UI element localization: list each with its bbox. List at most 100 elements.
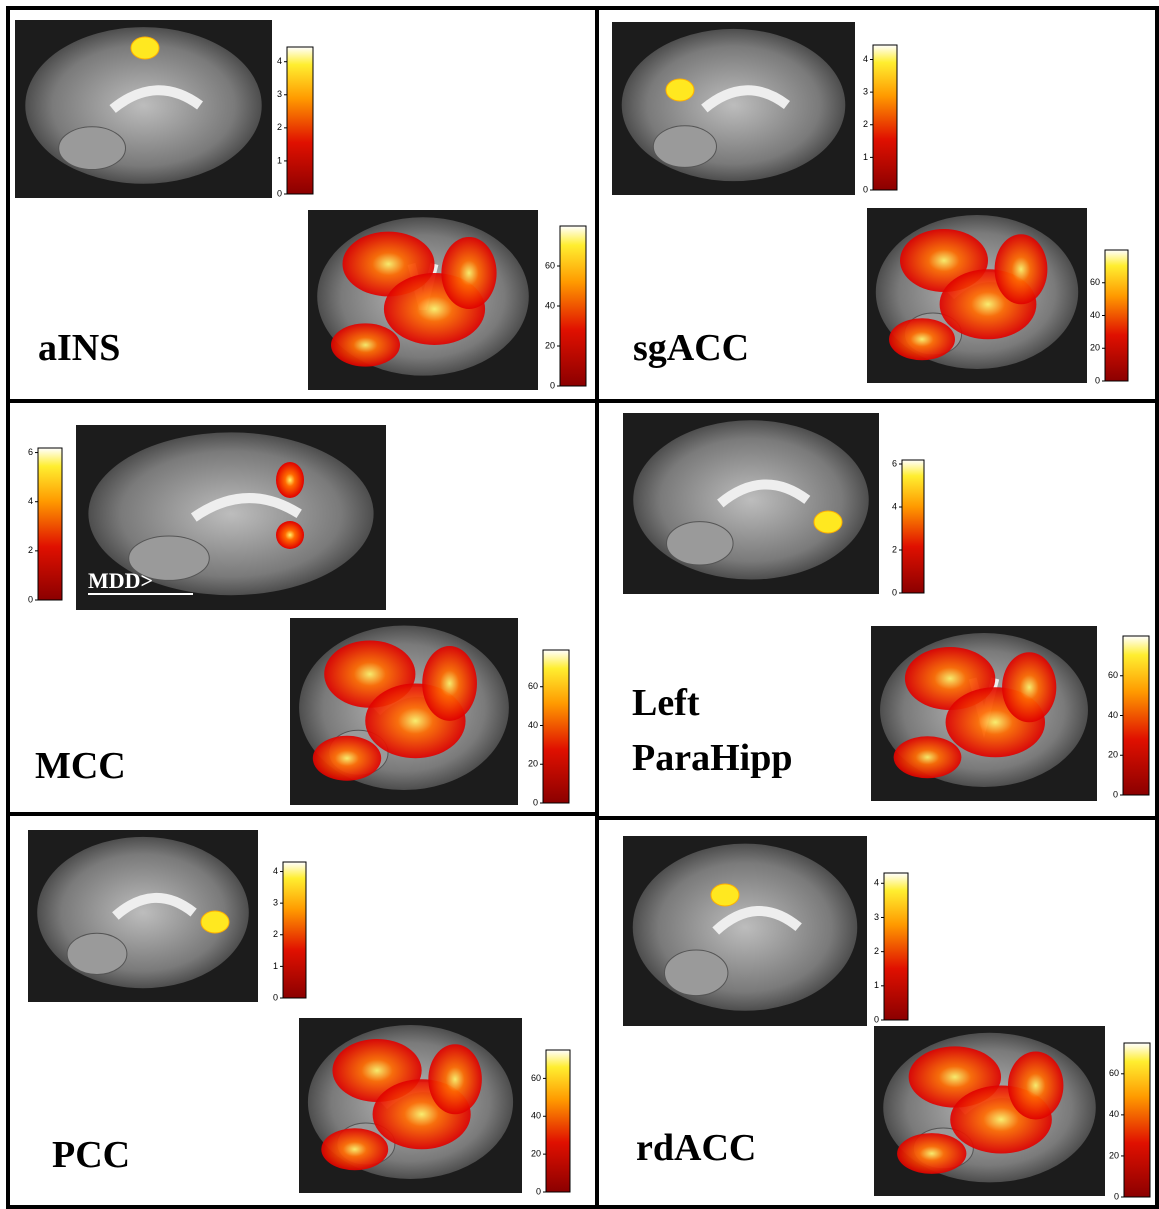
activation-map xyxy=(995,234,1048,304)
colorbar-tick-label: 1 xyxy=(273,961,278,971)
cerebellum xyxy=(664,950,727,996)
colorbar-tick-label: 60 xyxy=(545,260,555,270)
brain-slice xyxy=(633,844,857,1011)
colorbar-tick-label: 0 xyxy=(28,594,33,604)
region-label: MCC xyxy=(35,745,126,787)
colorbar-tick-label: 60 xyxy=(1109,1068,1119,1078)
activation-map xyxy=(889,318,955,360)
colorbar xyxy=(560,226,586,386)
activation xyxy=(131,37,159,59)
colorbar-tick-label: 4 xyxy=(863,54,868,64)
contrast-annotation: MDD> xyxy=(88,568,153,593)
colorbar-tick-label: 1 xyxy=(863,152,868,162)
colorbar-tick-label: 0 xyxy=(1114,1191,1119,1201)
colorbar-tick-label: 0 xyxy=(874,1014,879,1024)
activation xyxy=(711,884,739,906)
colorbar-tick-label: 20 xyxy=(545,340,555,350)
colorbar xyxy=(283,862,306,998)
colorbar-tick-label: 2 xyxy=(863,119,868,129)
colorbar xyxy=(38,448,62,600)
colorbar-tick-label: 2 xyxy=(273,929,278,939)
colorbar-tick-label: 20 xyxy=(531,1149,541,1159)
region-label: aINS xyxy=(38,327,120,369)
colorbar-tick-label: 40 xyxy=(1109,1109,1119,1119)
activation-map xyxy=(313,736,381,781)
activation-map xyxy=(331,323,400,366)
colorbar-tick-label: 60 xyxy=(1108,670,1118,680)
colorbar-tick-label: 60 xyxy=(531,1073,541,1083)
activation-map xyxy=(321,1128,388,1170)
colorbar-tick-label: 2 xyxy=(28,545,33,555)
activation-map xyxy=(897,1133,966,1174)
cerebellum xyxy=(653,126,716,168)
cerebellum xyxy=(67,933,127,974)
activation xyxy=(276,462,304,498)
colorbar-tick-label: 0 xyxy=(533,797,538,807)
figure: 012340204060aINS012340204060sgACC0246020… xyxy=(0,0,1159,1209)
colorbar-tick-label: 4 xyxy=(277,56,282,66)
colorbar xyxy=(902,460,924,593)
colorbar-tick-label: 20 xyxy=(528,759,538,769)
colorbar-tick-label: 40 xyxy=(528,720,538,730)
colorbar-tick-label: 2 xyxy=(277,122,282,132)
activation-map xyxy=(428,1044,482,1114)
activation xyxy=(201,911,229,933)
colorbar-tick-label: 20 xyxy=(1108,750,1118,760)
colorbar-tick-label: 60 xyxy=(528,681,538,691)
colorbar-tick-label: 6 xyxy=(892,458,897,468)
colorbar-tick-label: 0 xyxy=(892,587,897,597)
colorbar-tick-label: 4 xyxy=(273,866,278,876)
activation-map xyxy=(1002,652,1056,722)
colorbar-tick-label: 40 xyxy=(545,300,555,310)
colorbar-tick-label: 4 xyxy=(874,878,879,888)
colorbar-tick-label: 0 xyxy=(550,380,555,390)
colorbar-tick-label: 3 xyxy=(874,912,879,922)
colorbar xyxy=(287,47,313,194)
region-label: rdACC xyxy=(636,1127,756,1169)
colorbar-tick-label: 20 xyxy=(1109,1150,1119,1160)
colorbar-tick-label: 3 xyxy=(273,898,278,908)
colorbar-tick-label: 40 xyxy=(1108,710,1118,720)
region-label: Left xyxy=(632,682,700,724)
colorbar-tick-label: 0 xyxy=(863,184,868,194)
activation-map xyxy=(441,237,496,309)
activation-map xyxy=(894,736,962,778)
colorbar-tick-label: 0 xyxy=(1113,789,1118,799)
colorbar-tick-label: 0 xyxy=(536,1186,541,1196)
colorbar-tick-label: 2 xyxy=(874,946,879,956)
colorbar-tick-label: 0 xyxy=(1095,375,1100,385)
colorbar-tick-label: 4 xyxy=(892,501,897,511)
brain-slice xyxy=(633,420,869,579)
colorbar-tick-label: 3 xyxy=(277,89,282,99)
colorbar-tick-label: 40 xyxy=(1090,310,1100,320)
colorbar-tick-label: 6 xyxy=(28,447,33,457)
colorbar xyxy=(546,1050,570,1192)
colorbar-tick-label: 0 xyxy=(273,992,278,1002)
colorbar-tick-label: 1 xyxy=(277,155,282,165)
colorbar-tick-label: 0 xyxy=(277,188,282,198)
activation xyxy=(276,521,304,549)
colorbar xyxy=(1124,1043,1150,1197)
colorbar-tick-label: 20 xyxy=(1090,343,1100,353)
region-label: ParaHipp xyxy=(632,737,792,779)
colorbar xyxy=(1123,636,1149,795)
colorbar-tick-label: 60 xyxy=(1090,277,1100,287)
region-label: sgACC xyxy=(633,327,749,369)
colorbar xyxy=(873,45,897,190)
colorbar xyxy=(543,650,569,803)
colorbar-tick-label: 40 xyxy=(531,1111,541,1121)
colorbar xyxy=(1105,250,1128,381)
activation-map xyxy=(422,646,477,721)
region-label: PCC xyxy=(52,1134,130,1176)
cerebellum xyxy=(59,127,126,170)
colorbar-tick-label: 4 xyxy=(28,496,33,506)
activation xyxy=(814,511,842,533)
colorbar-tick-label: 1 xyxy=(874,980,879,990)
colorbar-tick-label: 2 xyxy=(892,544,897,554)
activation-map xyxy=(1008,1052,1063,1120)
